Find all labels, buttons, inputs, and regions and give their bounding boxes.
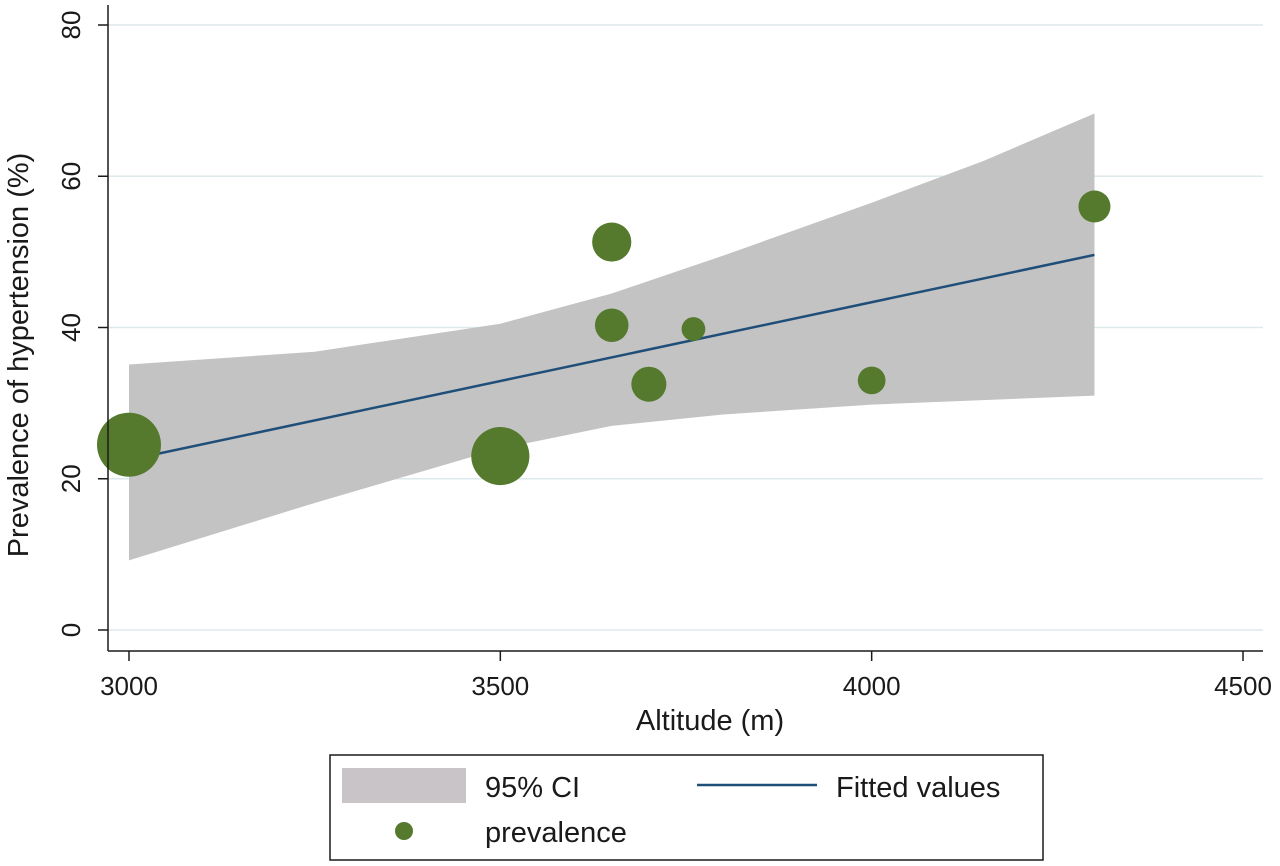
data-point <box>681 317 706 341</box>
legend: 95% CI Fitted values prevalence <box>329 754 1044 861</box>
legend-label-ci: 95% CI <box>485 772 580 804</box>
data-point <box>594 308 629 343</box>
x-tick-label: 4500 <box>1214 671 1272 701</box>
y-tick-label: 0 <box>56 623 86 637</box>
legend-label-prevalence: prevalence <box>485 817 627 849</box>
y-tick-label: 60 <box>56 162 86 191</box>
x-tick-label: 4000 <box>843 671 901 701</box>
legend-label-fitted: Fitted values <box>836 772 1000 804</box>
data-point <box>471 426 530 486</box>
y-tick-label: 80 <box>56 11 86 40</box>
x-tick-label: 3500 <box>471 671 529 701</box>
data-point <box>592 222 632 262</box>
data-point <box>1078 190 1111 223</box>
legend-swatch-prevalence <box>395 822 413 840</box>
data-point <box>631 366 667 402</box>
legend-swatch-ci <box>342 768 466 803</box>
fitted-line-layer <box>128 253 1095 462</box>
fitted-line <box>128 253 1095 462</box>
data-point <box>97 412 161 477</box>
y-tick-label: 40 <box>56 313 86 342</box>
y-axis-title: Prevalence of hypertension (%) <box>3 153 35 558</box>
x-axis-title: Altitude (m) <box>636 705 784 737</box>
axes: 0 20 40 60 80 3000 3500 4000 4500 <box>56 5 1272 701</box>
scatter-points-layer <box>97 190 1111 486</box>
x-tick-label: 3000 <box>100 671 158 701</box>
y-tick-label: 20 <box>56 464 86 493</box>
data-point <box>857 366 886 395</box>
